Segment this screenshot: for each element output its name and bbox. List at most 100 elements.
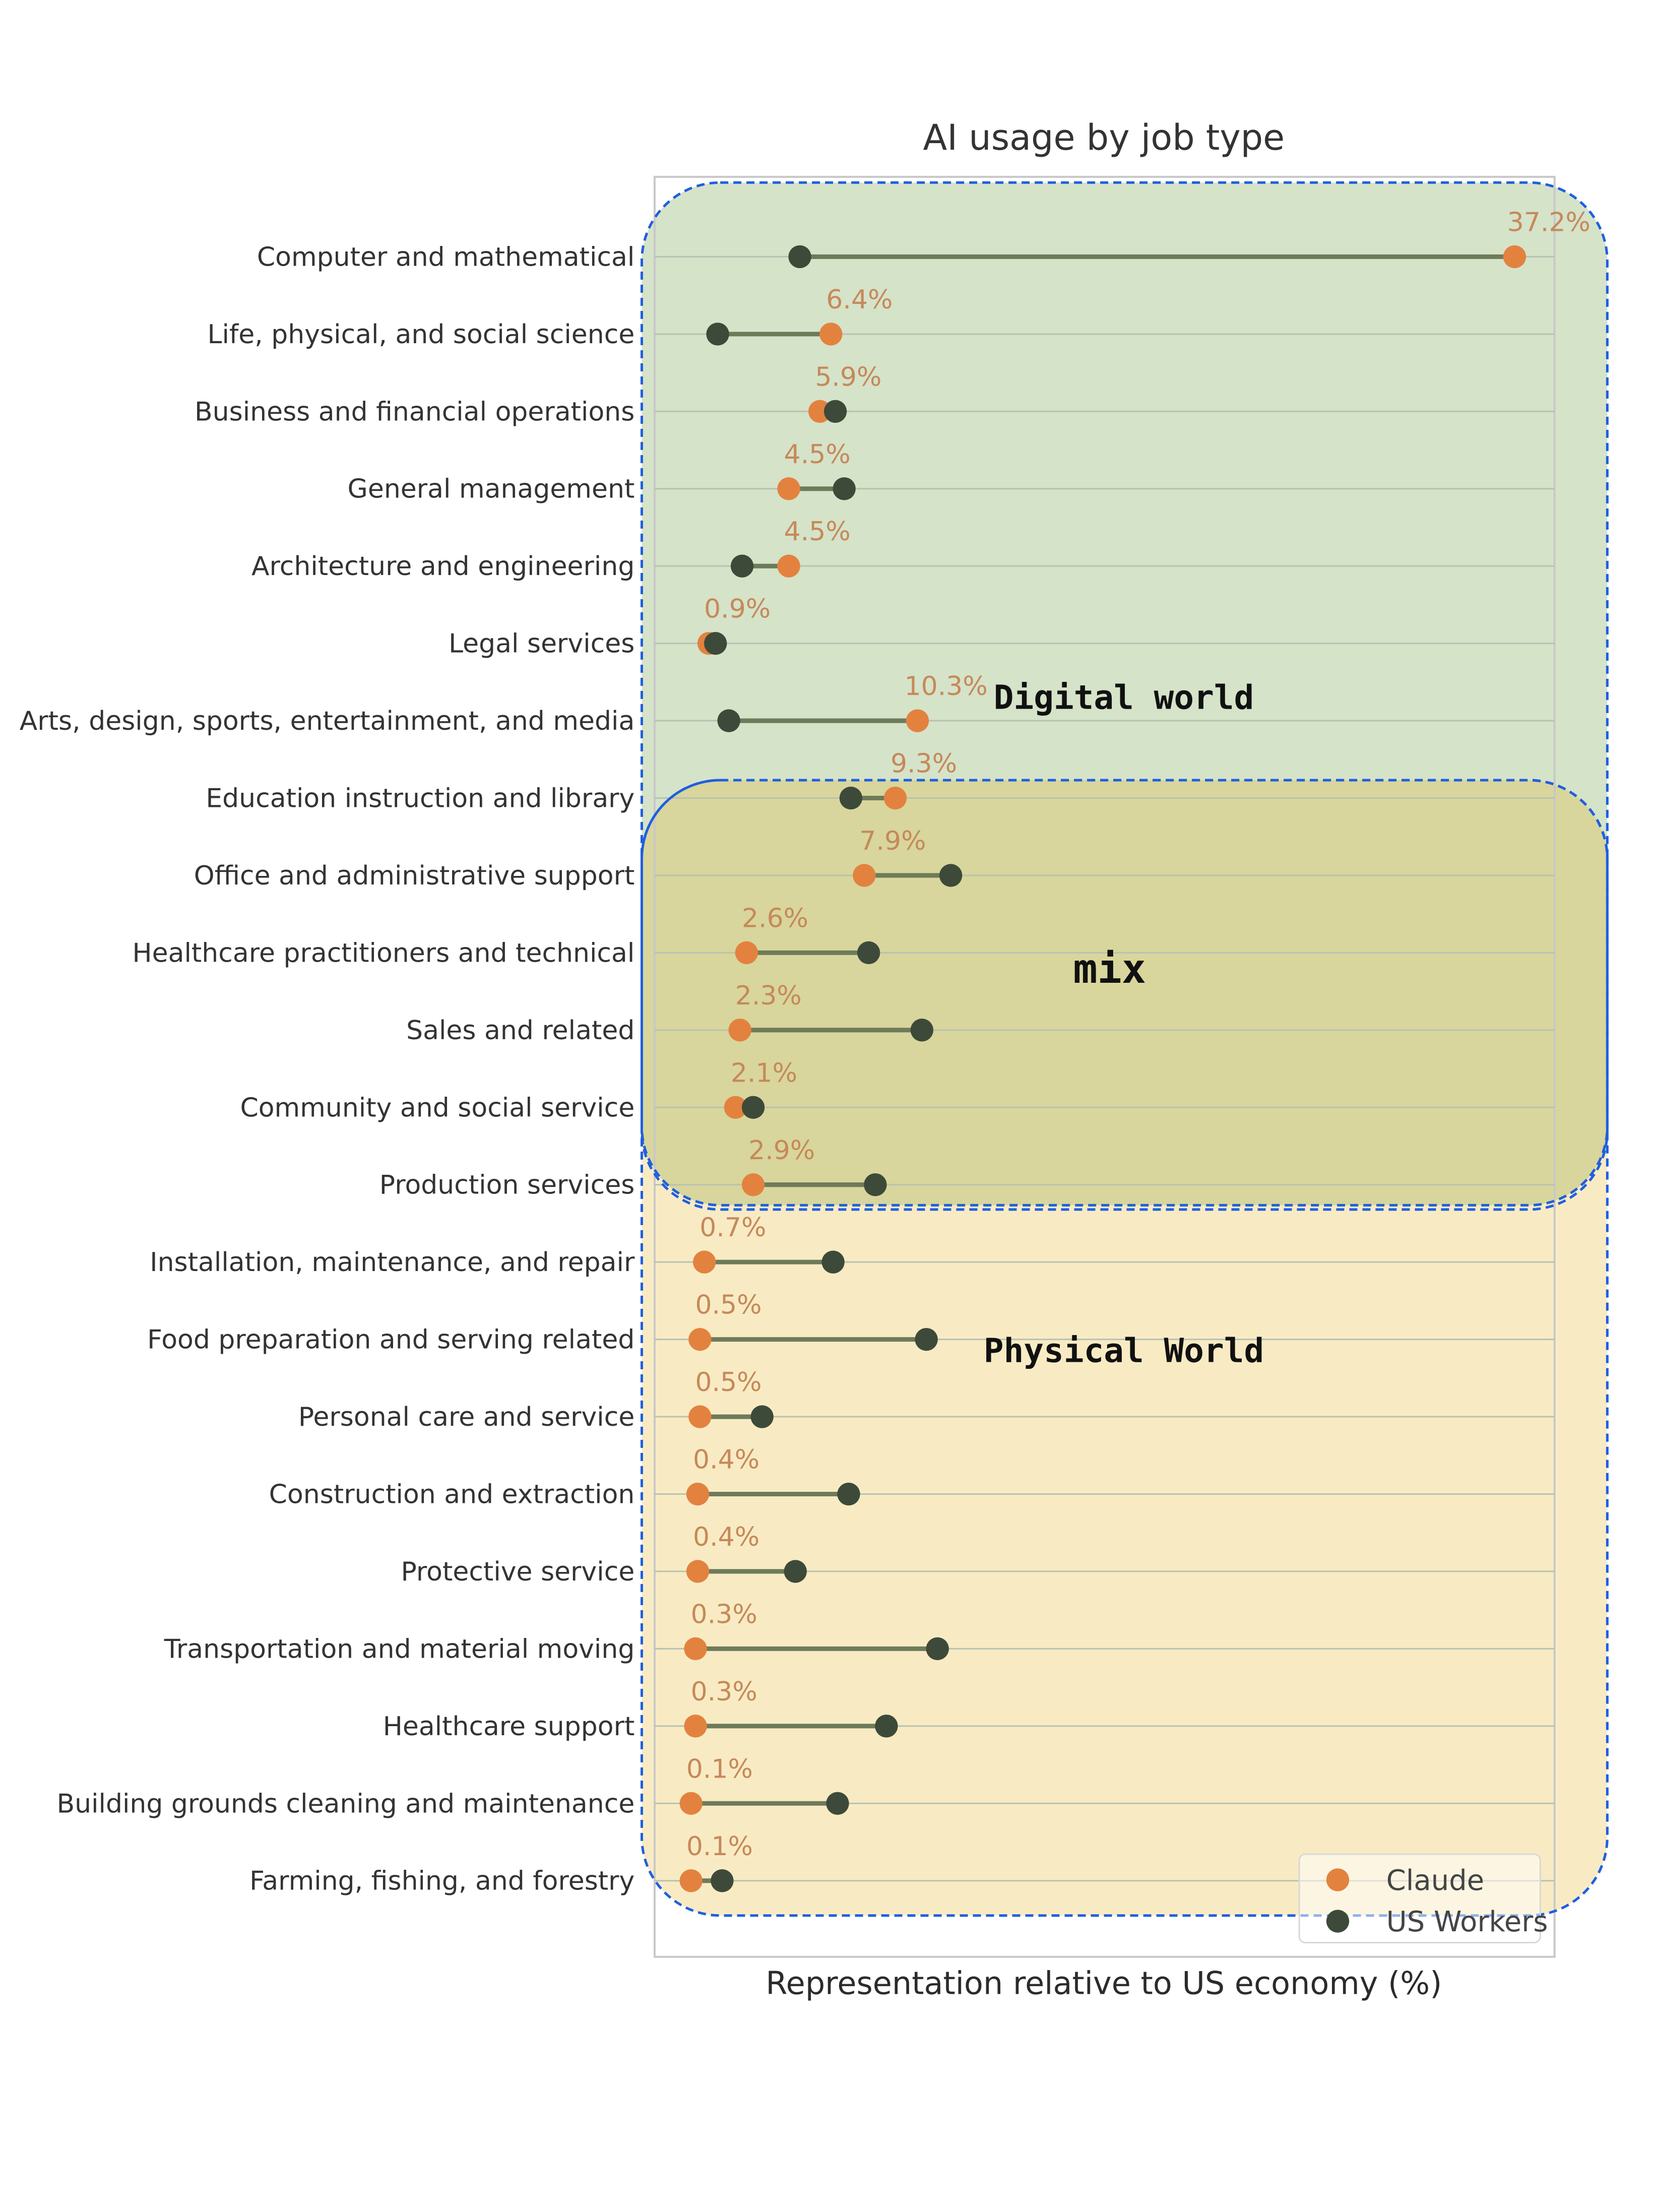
claude-point: [679, 1792, 703, 1815]
digital-world-region-border: [641, 181, 1609, 1211]
category-label: Business and financial operations: [195, 397, 634, 427]
mix-region-border: [641, 779, 1609, 1207]
value-label: 4.5%: [784, 439, 851, 470]
us-workers-point: [784, 1560, 807, 1583]
category-label: Arts, design, sports, entertainment, and…: [20, 706, 635, 736]
category-label: Construction and extraction: [269, 1479, 635, 1509]
value-label: 6.4%: [826, 285, 892, 315]
value-label: 2.6%: [742, 903, 808, 933]
chart-title: AI usage by job type: [923, 117, 1285, 158]
category-label: Legal services: [449, 629, 634, 659]
us-workers-point: [864, 1173, 887, 1196]
claude-point: [679, 1869, 703, 1892]
claude-point: [735, 941, 758, 965]
claude-point: [693, 1250, 716, 1274]
category-label: Healthcare support: [383, 1712, 635, 1742]
claude-point: [906, 709, 929, 732]
claude-point: [688, 1405, 712, 1428]
value-label: 0.3%: [691, 1677, 757, 1707]
category-label: Community and social service: [240, 1093, 634, 1123]
us-workers-point: [826, 1792, 849, 1815]
claude-point: [853, 864, 876, 887]
us-workers-point: [730, 554, 754, 578]
claude-point: [686, 1560, 710, 1583]
us-workers-point: [750, 1405, 774, 1428]
category-label: Installation, maintenance, and repair: [150, 1247, 635, 1278]
category-label: Computer and mathematical: [257, 242, 635, 272]
claude-point: [883, 786, 907, 810]
category-label: Transportation and material moving: [164, 1634, 635, 1664]
category-label: Office and administrative support: [194, 861, 635, 891]
claude-point: [684, 1637, 707, 1661]
us-workers-point: [926, 1637, 949, 1661]
us-workers-point: [711, 1869, 734, 1892]
category-label: Personal care and service: [298, 1402, 634, 1432]
us-workers-point: [857, 941, 880, 965]
claude-point: [728, 1019, 751, 1042]
digital-world-label: Digital world: [994, 678, 1254, 717]
claude-point: [777, 554, 800, 578]
value-label: 2.3%: [735, 981, 802, 1011]
us-workers-point: [910, 1019, 934, 1042]
legend-marker: [1326, 1868, 1350, 1891]
category-label: Farming, fishing, and forestry: [249, 1866, 634, 1897]
value-label: 2.9%: [748, 1135, 815, 1166]
value-label: 0.5%: [695, 1367, 761, 1398]
claude-point: [819, 323, 843, 346]
legend: Claude US Workers: [1298, 1853, 1548, 1943]
us-workers-point: [823, 400, 847, 423]
category-label: Protective service: [401, 1557, 634, 1587]
us-workers-point: [939, 864, 963, 887]
value-label: 0.5%: [695, 1290, 761, 1320]
value-labels: 37.2% 6.4% 5.9% 4.5% 4.5% 0.9% 10.3% 9.3% 7.9% 2.…: [686, 207, 1590, 1861]
physical-world-region-border: [641, 779, 1609, 1917]
us-workers-point: [821, 1250, 845, 1274]
claude-point: [684, 1715, 707, 1738]
category-label: Building grounds cleaning and maintenanc…: [56, 1789, 634, 1819]
value-label: 4.5%: [784, 517, 851, 547]
category-labels: Computer and mathematical Life, physical,…: [20, 242, 635, 1896]
value-label: 0.4%: [693, 1522, 759, 1552]
value-label: 0.1%: [686, 1754, 753, 1784]
category-label: Healthcare practitioners and technical: [133, 938, 635, 968]
legend-marker: [1326, 1910, 1350, 1933]
us-workers-point: [788, 245, 811, 269]
value-label: 0.3%: [691, 1599, 757, 1629]
value-label: 0.9%: [704, 594, 771, 624]
us-workers-point: [915, 1328, 938, 1351]
claude-point: [688, 1328, 712, 1351]
physical-world-label: Physical World: [984, 1332, 1264, 1370]
us-workers-point: [741, 1096, 765, 1119]
region-labels: Digital world mix Physical World: [984, 678, 1264, 1370]
value-label: 9.3%: [890, 749, 957, 779]
legend-item-claude: Claude: [1386, 1864, 1484, 1897]
mix-region: [642, 780, 1608, 1206]
value-label: 0.7%: [699, 1213, 766, 1243]
category-label: Production services: [379, 1170, 635, 1200]
region-border-layer: [641, 181, 1609, 1917]
us-workers-point: [837, 1482, 860, 1506]
us-workers-point: [704, 631, 727, 655]
legend-item-us-workers: US Workers: [1386, 1906, 1548, 1938]
claude-point: [1503, 245, 1526, 269]
category-label: Architecture and engineering: [251, 551, 634, 582]
value-label: 0.1%: [686, 1831, 753, 1862]
plot-frame: [653, 175, 1556, 1958]
claude-point: [777, 477, 800, 500]
category-label: Education instruction and library: [206, 783, 634, 813]
value-label: 10.3%: [905, 671, 988, 702]
data-marks: [679, 245, 1526, 1892]
category-label: Sales and related: [406, 1016, 634, 1046]
claude-point: [724, 1096, 747, 1119]
value-label: 0.4%: [693, 1445, 759, 1475]
us-workers-point: [875, 1715, 898, 1738]
x-axis-label: Representation relative to US economy (%…: [765, 1965, 1442, 2001]
category-label: Life, physical, and social science: [208, 320, 635, 350]
value-label: 7.9%: [859, 826, 926, 856]
claude-point: [741, 1173, 765, 1196]
us-workers-point: [717, 709, 740, 732]
us-workers-point: [839, 786, 863, 810]
value-label: 2.1%: [731, 1058, 797, 1088]
category-label: Food preparation and serving related: [147, 1325, 634, 1355]
